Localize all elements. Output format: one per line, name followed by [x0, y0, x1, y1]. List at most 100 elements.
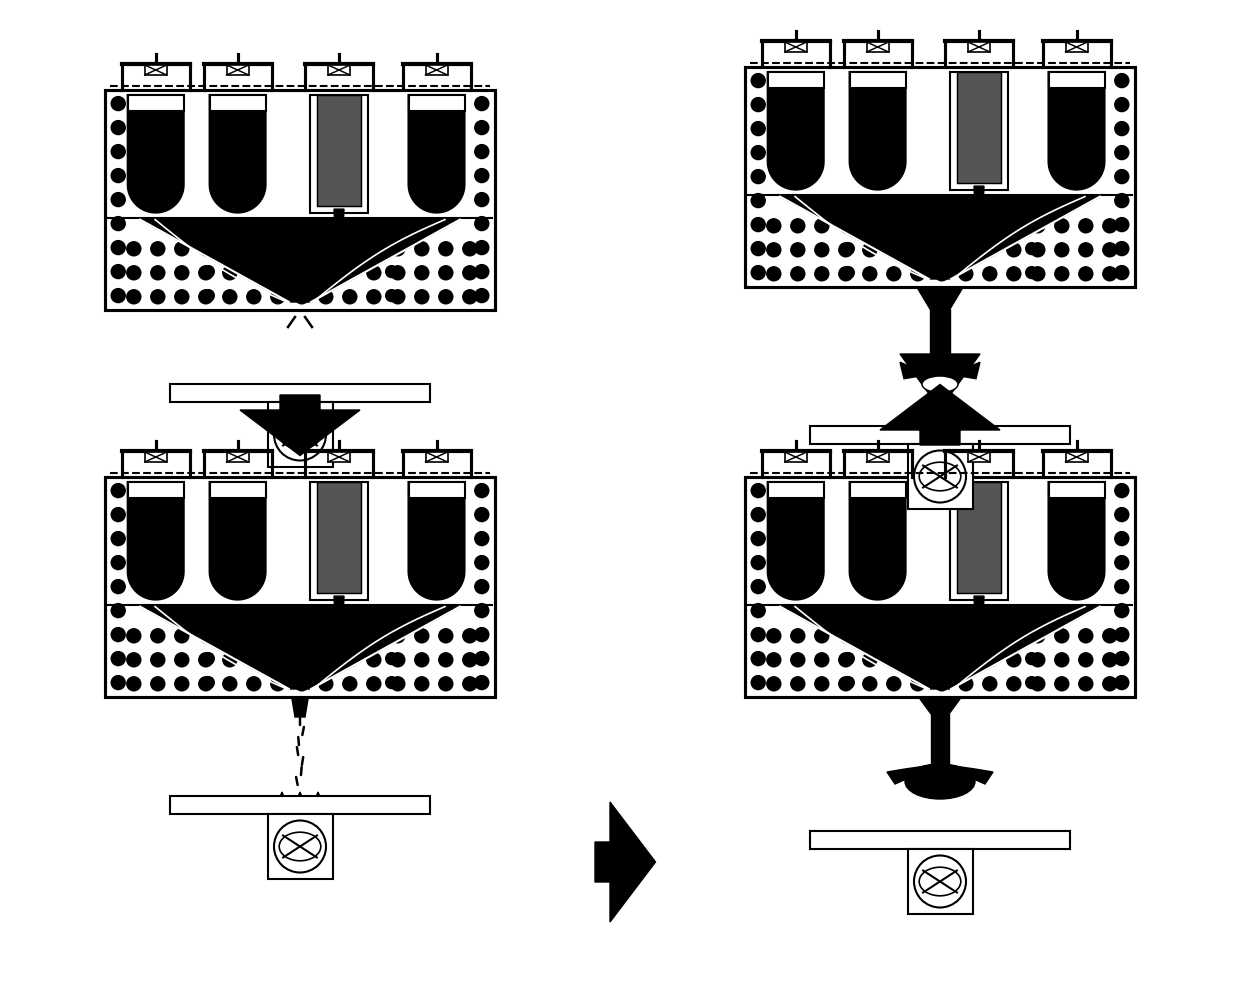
Circle shape — [415, 266, 429, 280]
Circle shape — [367, 266, 381, 280]
Polygon shape — [780, 606, 1100, 689]
Circle shape — [959, 629, 973, 643]
Polygon shape — [334, 209, 343, 230]
Circle shape — [1102, 243, 1117, 257]
Circle shape — [751, 122, 765, 136]
Circle shape — [751, 266, 765, 280]
Circle shape — [439, 290, 453, 304]
Circle shape — [112, 265, 125, 279]
Circle shape — [766, 219, 781, 233]
Bar — [867, 42, 889, 52]
Circle shape — [175, 290, 188, 304]
Circle shape — [838, 219, 853, 233]
Circle shape — [1102, 629, 1117, 643]
Circle shape — [863, 677, 877, 690]
Circle shape — [198, 266, 213, 280]
Polygon shape — [918, 289, 962, 309]
Circle shape — [1102, 677, 1117, 690]
Polygon shape — [295, 792, 305, 804]
Bar — [145, 65, 166, 75]
Bar — [425, 65, 448, 75]
Circle shape — [463, 677, 477, 690]
Circle shape — [887, 219, 900, 233]
Circle shape — [175, 242, 188, 256]
Circle shape — [751, 508, 765, 522]
Circle shape — [935, 677, 949, 690]
Circle shape — [751, 652, 765, 666]
Circle shape — [940, 629, 952, 641]
Polygon shape — [291, 699, 308, 717]
Circle shape — [475, 121, 489, 135]
Circle shape — [274, 820, 326, 873]
Circle shape — [463, 266, 477, 280]
Bar — [170, 384, 430, 402]
Circle shape — [751, 97, 765, 112]
Polygon shape — [408, 95, 465, 212]
Circle shape — [838, 629, 853, 643]
Circle shape — [887, 629, 900, 643]
Circle shape — [935, 267, 949, 281]
Circle shape — [1055, 219, 1069, 233]
Bar — [867, 452, 889, 462]
Circle shape — [295, 653, 309, 667]
Circle shape — [983, 629, 997, 643]
Polygon shape — [277, 792, 286, 804]
Bar — [745, 67, 1135, 287]
Bar — [408, 95, 465, 111]
Circle shape — [751, 556, 765, 569]
Circle shape — [914, 450, 966, 503]
Circle shape — [319, 290, 332, 304]
Circle shape — [367, 653, 381, 667]
Circle shape — [415, 290, 429, 304]
Bar — [768, 482, 823, 498]
Circle shape — [112, 241, 125, 255]
Circle shape — [198, 653, 213, 667]
Circle shape — [198, 677, 213, 690]
Bar — [908, 444, 972, 509]
Circle shape — [940, 677, 952, 688]
Circle shape — [386, 290, 398, 302]
Polygon shape — [312, 792, 322, 804]
Bar — [785, 452, 807, 462]
Circle shape — [202, 677, 215, 688]
Bar — [957, 482, 1001, 592]
Circle shape — [815, 267, 828, 281]
Circle shape — [914, 855, 966, 908]
Circle shape — [940, 653, 952, 665]
Circle shape — [386, 653, 398, 665]
Circle shape — [842, 267, 854, 279]
Circle shape — [270, 629, 285, 643]
Circle shape — [319, 653, 332, 667]
Circle shape — [391, 629, 404, 643]
Circle shape — [1030, 219, 1045, 233]
Polygon shape — [334, 596, 343, 618]
Circle shape — [126, 653, 141, 667]
Circle shape — [1115, 579, 1128, 593]
Circle shape — [342, 653, 357, 667]
Circle shape — [1007, 267, 1021, 281]
Bar — [849, 72, 905, 88]
Circle shape — [112, 483, 125, 498]
Circle shape — [1115, 242, 1128, 256]
Circle shape — [475, 556, 489, 569]
Polygon shape — [920, 699, 960, 714]
Circle shape — [815, 219, 828, 233]
Circle shape — [223, 677, 237, 690]
Circle shape — [983, 653, 997, 667]
Circle shape — [342, 677, 357, 690]
Circle shape — [1115, 603, 1128, 618]
Circle shape — [935, 629, 949, 643]
Circle shape — [1055, 243, 1069, 257]
Bar — [227, 65, 248, 75]
Bar — [317, 482, 361, 592]
Circle shape — [223, 242, 237, 256]
Circle shape — [386, 242, 398, 254]
Circle shape — [175, 653, 188, 667]
Circle shape — [112, 556, 125, 569]
Circle shape — [342, 242, 357, 256]
Circle shape — [223, 290, 237, 304]
Bar — [1049, 482, 1105, 498]
Bar — [950, 72, 1008, 189]
Circle shape — [475, 289, 489, 303]
Circle shape — [475, 265, 489, 279]
